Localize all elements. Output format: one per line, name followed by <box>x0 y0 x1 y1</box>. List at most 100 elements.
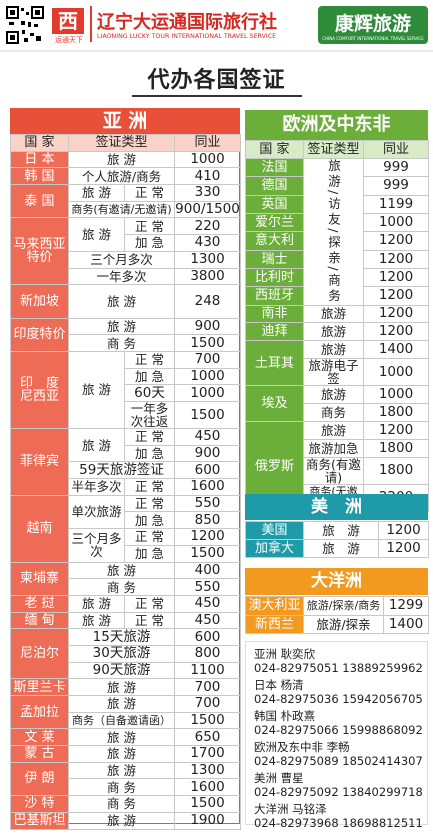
table-row: 印度特价旅 游 900 <box>10 317 242 352</box>
column-header: 国 家 <box>10 134 69 152</box>
cell: 700 <box>174 350 242 369</box>
cell: 1600 <box>174 778 242 797</box>
contact-label: 大洋洲 马铭泽 <box>254 802 327 816</box>
america-title: 美 洲 <box>245 494 428 520</box>
cell: 加 急 <box>123 367 176 386</box>
qr-code <box>6 6 44 44</box>
table-row: 蒙 古旅 游 1700 <box>10 745 242 763</box>
country: 巴基斯坦 <box>10 811 69 830</box>
cell: 旅游/探亲/商务 <box>303 596 384 616</box>
cell: 900/1500 <box>174 200 242 219</box>
cell: 1600 <box>174 478 242 496</box>
country: 德国 <box>245 176 304 196</box>
asia-title: 亚 洲 <box>10 108 240 134</box>
cell: 248 <box>174 284 242 319</box>
table-row: 缅 甸旅 游正 常 450 <box>10 611 242 630</box>
logo-mark: 西 <box>52 8 84 34</box>
cell: 旅 游 <box>67 728 176 747</box>
cell: 1200 <box>363 267 429 288</box>
cell: 正 常 <box>123 350 176 369</box>
table-row: 沙 特商 务 1500 <box>10 795 242 813</box>
contact-label: 欧洲及东中非 李畅 <box>254 740 350 754</box>
cell: 三个月多次 <box>68 528 125 563</box>
country: 新西兰 <box>245 614 304 634</box>
country: 南非 <box>245 304 304 324</box>
cell: 450 <box>174 594 242 613</box>
column-header: 国 家 <box>245 140 304 159</box>
cell: 旅 游 <box>67 811 176 830</box>
vertical-text: 旅游/访友/探亲/商务 <box>326 158 341 305</box>
column-header: 签证类型 <box>303 140 364 159</box>
country: 蒙 古 <box>10 745 69 763</box>
cell: 999 <box>363 157 429 178</box>
cell: 正 常 <box>123 494 176 513</box>
cell: 旅 游 <box>67 150 176 169</box>
country: 韩 国 <box>10 167 69 186</box>
cell: 410 <box>174 167 242 186</box>
country: 老 挝 <box>10 594 69 613</box>
country: 孟加拉 <box>10 694 69 730</box>
cell: 450 <box>174 428 242 446</box>
country: 瑞士 <box>245 249 304 269</box>
cell: 商 务 <box>67 795 176 813</box>
cell: 旅游/访友/探亲/商务 <box>303 157 364 306</box>
logo-caption: 运通天下 <box>55 36 83 44</box>
cell: 15天旅游 <box>67 628 176 646</box>
contact-label: 日本 杨清 <box>254 678 304 692</box>
cell: 旅 游 <box>68 184 125 202</box>
cell: 商 务 <box>67 578 176 596</box>
cell: 850 <box>174 511 242 530</box>
cell: 1000 <box>174 150 242 169</box>
table-row: 尼泊尔 15天旅游 600 <box>10 628 242 680</box>
cell: 加 急 <box>123 444 176 463</box>
cell: 旅游电子签 <box>303 358 364 387</box>
country: 法国 <box>245 157 304 178</box>
cell: 800 <box>174 644 242 663</box>
table-row: 巴基斯坦旅 游 1900 <box>10 811 242 830</box>
contact: 韩国 朴政熹 024-82975066 15998868092 <box>254 709 427 737</box>
country: 土耳其 <box>245 340 304 387</box>
column-header: 同业 <box>363 140 429 159</box>
cell: 450 <box>174 611 242 630</box>
cell: 旅 游 <box>68 611 125 630</box>
cell: 商务(有邀请) <box>303 456 364 485</box>
table-row: 马来西亚 特价旅 游正 常 220 <box>10 217 242 286</box>
country: 伊 朗 <box>10 761 69 797</box>
cell: 1200 <box>363 286 429 306</box>
table-row: 迪拜 旅游 1200 <box>245 322 429 342</box>
cell: 旅游 <box>303 385 364 405</box>
cell: 1200 <box>174 528 242 546</box>
table-row: 日 本旅 游 1000 <box>10 150 242 169</box>
country: 迪拜 <box>245 322 304 342</box>
cell: 旅游 <box>303 304 364 324</box>
divider <box>90 6 92 42</box>
table-row: 俄罗斯 旅游 1200 <box>245 420 429 512</box>
contact-phones: 024-82975036 15942056705 <box>254 691 423 706</box>
contact-phones: 024-82973968 18698812511 <box>254 815 423 830</box>
brand-en: LIAONING LUCKY TOUR INTERNATIONAL TRAVEL… <box>97 33 277 40</box>
cell: 650 <box>174 728 242 747</box>
cell: 正 常 <box>123 428 176 446</box>
table-row: 美国旅 游 1200 <box>245 521 429 540</box>
cell: 1200 <box>363 249 429 269</box>
country: 爱尔兰 <box>245 212 304 233</box>
cell: 旅 游 <box>67 745 176 763</box>
country: 比利时 <box>245 267 304 288</box>
table-row: 一年多次往返 1500 <box>11 401 242 429</box>
country: 西班牙 <box>245 286 304 306</box>
cell: 三个月多次 <box>67 250 176 269</box>
cell: 旅 游 <box>67 695 176 713</box>
contacts: 亚洲 耿奕欣 024-82975051 13889259962 日本 杨清 024-8… <box>245 641 428 829</box>
cell: 220 <box>174 217 242 236</box>
contact-label: 韩国 朴政熹 <box>254 709 316 723</box>
country: 马来西亚 特价 <box>10 217 69 286</box>
table-row: 旅游加急 1800 <box>246 438 429 458</box>
cell: 1400 <box>383 614 429 634</box>
table-row: 商 务 1600 <box>11 778 242 797</box>
cell: 商务 <box>303 403 364 422</box>
cell: 3800 <box>174 267 242 286</box>
table-row: 加 急 900 <box>11 444 242 463</box>
cell: 1200 <box>363 322 429 342</box>
table-row: 老 挝旅 游正 常 450 <box>10 594 242 613</box>
country: 文 莱 <box>10 728 69 747</box>
